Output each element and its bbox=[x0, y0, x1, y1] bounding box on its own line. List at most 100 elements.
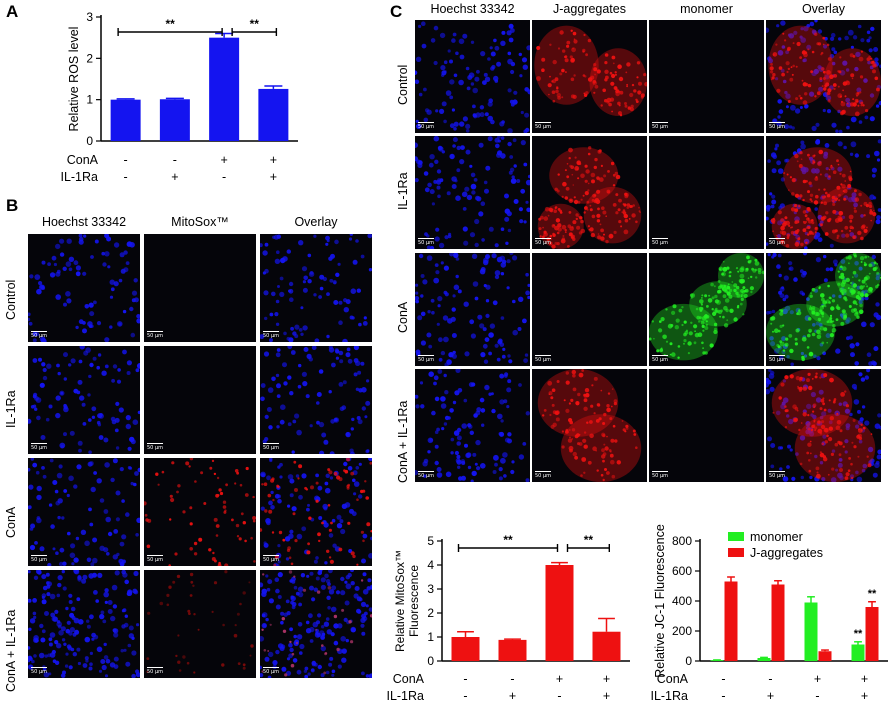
fluorescence-spot bbox=[700, 320, 705, 325]
nucleus bbox=[418, 253, 424, 259]
nucleus bbox=[68, 593, 73, 598]
nucleus bbox=[316, 590, 321, 594]
nucleus bbox=[125, 512, 130, 517]
nucleus bbox=[355, 466, 360, 470]
fluorescence-spot bbox=[737, 270, 740, 273]
fluorescence-spot bbox=[815, 312, 820, 317]
fluorescence-spot bbox=[836, 236, 839, 240]
nucleus bbox=[33, 575, 39, 580]
fluorescence-spot bbox=[630, 104, 634, 108]
fluorescence-spot bbox=[701, 307, 704, 310]
fluorescence-spot bbox=[572, 220, 577, 225]
fluorescence-spot bbox=[837, 85, 840, 88]
nucleus bbox=[445, 90, 452, 96]
fluorescence-spot bbox=[812, 159, 815, 163]
nucleus bbox=[253, 560, 256, 563]
nucleus bbox=[333, 640, 339, 646]
nucleus bbox=[820, 220, 824, 224]
fluorescence-spot bbox=[562, 181, 567, 187]
nucleus bbox=[289, 647, 294, 653]
nucleus bbox=[48, 404, 53, 409]
nucleus bbox=[869, 93, 875, 98]
fluorescence-spot bbox=[807, 427, 811, 431]
nucleus bbox=[110, 615, 116, 622]
nucleus bbox=[782, 397, 789, 403]
nucleus bbox=[111, 378, 115, 383]
fluorescence-spot bbox=[780, 239, 785, 244]
nucleus bbox=[778, 273, 782, 278]
treatment-label-cona: ConA bbox=[393, 672, 425, 686]
fluorescence-spot bbox=[807, 414, 810, 417]
fluorescence-spot bbox=[833, 74, 838, 78]
nucleus bbox=[818, 322, 823, 327]
nucleus bbox=[367, 578, 372, 583]
nucleus bbox=[185, 461, 190, 466]
nucleus bbox=[525, 179, 530, 186]
fluorescence-spot bbox=[789, 176, 792, 179]
nucleus bbox=[428, 162, 434, 168]
nucleus bbox=[518, 383, 522, 387]
nucleus bbox=[468, 424, 473, 429]
fluorescence-spot bbox=[602, 478, 605, 482]
panel-c-micrograph-r4-c1: 50 μm bbox=[415, 369, 530, 482]
fluorescence-spot bbox=[572, 184, 575, 186]
fluorescence-spot bbox=[799, 151, 803, 155]
fluorescence-spot bbox=[660, 317, 665, 322]
fluorescence-spot bbox=[848, 457, 851, 460]
fluorescence-spot bbox=[683, 320, 687, 324]
nucleus bbox=[56, 363, 60, 368]
nucleus bbox=[522, 442, 527, 446]
nucleus bbox=[340, 636, 346, 642]
nucleus bbox=[215, 524, 220, 528]
nucleus bbox=[218, 561, 221, 565]
fluorescence-spot bbox=[777, 345, 781, 349]
fluorescence-spot bbox=[579, 216, 583, 220]
fluorescence-spot bbox=[580, 474, 583, 477]
nucleus bbox=[317, 613, 322, 618]
nucleus bbox=[63, 432, 67, 437]
fluorescence-spot bbox=[597, 235, 602, 240]
nucleus bbox=[260, 396, 265, 402]
nucleus bbox=[437, 304, 441, 308]
fluorescence-spot bbox=[844, 180, 846, 182]
fluorescence-spot bbox=[586, 209, 589, 211]
fluorescence-spot bbox=[801, 336, 807, 342]
treatment-sign-cona: - bbox=[173, 153, 177, 167]
nucleus bbox=[234, 469, 239, 473]
nucleus bbox=[806, 403, 812, 410]
fluorescence-spot bbox=[795, 65, 798, 68]
fluorescence-spot bbox=[551, 244, 556, 249]
nucleus bbox=[75, 325, 79, 330]
nucleus bbox=[472, 104, 476, 109]
nucleus bbox=[260, 383, 266, 388]
nucleus bbox=[302, 287, 308, 293]
nucleus bbox=[825, 267, 830, 272]
nucleus bbox=[518, 207, 523, 212]
nucleus bbox=[847, 29, 854, 36]
nucleus bbox=[187, 609, 191, 613]
nucleus bbox=[193, 613, 196, 616]
nucleus bbox=[63, 489, 68, 493]
fluorescence-spot bbox=[840, 265, 843, 269]
fluorescence-spot bbox=[823, 201, 828, 206]
fluorescence-spot bbox=[828, 168, 831, 171]
fluorescence-spot bbox=[772, 230, 774, 233]
nucleus bbox=[470, 40, 475, 44]
nucleus bbox=[316, 401, 320, 405]
fluorescence-spot bbox=[595, 199, 601, 205]
nucleus bbox=[485, 165, 491, 171]
nucleus bbox=[268, 500, 273, 506]
scale-bar: 50 μm bbox=[652, 238, 668, 246]
nucleus bbox=[800, 351, 804, 356]
nucleus bbox=[178, 669, 182, 672]
nucleus bbox=[88, 507, 92, 512]
nucleus bbox=[476, 466, 481, 471]
fluorescence-spot bbox=[857, 428, 863, 433]
nucleus bbox=[281, 666, 287, 672]
fluorescence-spot bbox=[603, 174, 607, 178]
fluorescence-region bbox=[794, 414, 876, 482]
nucleus bbox=[307, 253, 312, 258]
fluorescence-spot bbox=[848, 262, 850, 265]
nucleus bbox=[306, 574, 310, 578]
nucleus bbox=[527, 283, 530, 287]
